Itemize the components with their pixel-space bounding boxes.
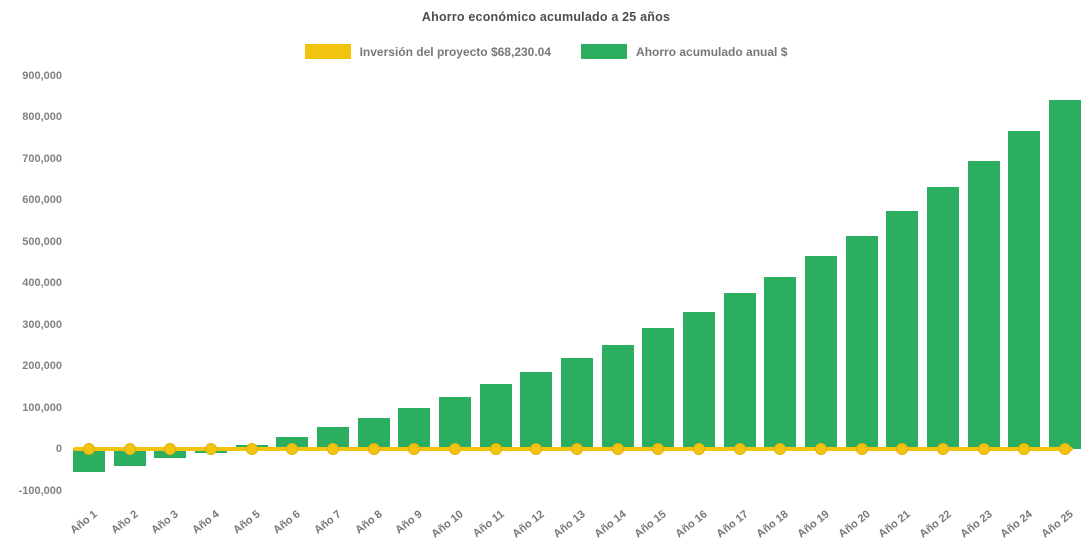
investment-point-ano-13[interactable] <box>571 443 584 455</box>
bar-ano-14[interactable] <box>601 344 634 449</box>
y-axis-tick-label: 300,000 <box>22 318 62 331</box>
chart-legend: Inversión del proyecto $68,230.04 Ahorro… <box>0 44 1092 59</box>
bar-ano-18[interactable] <box>764 276 797 449</box>
y-axis-tick-label: 800,000 <box>22 111 62 123</box>
y-axis-tick-label: 400,000 <box>22 277 62 289</box>
chart-title: Ahorro económico acumulado a 25 años <box>421 10 671 24</box>
legend-label-investment: Inversión del proyecto $68,230.04 <box>359 44 552 59</box>
x-axis-tick-label: Año 8 <box>352 508 385 537</box>
investment-point-ano-5[interactable] <box>245 443 258 455</box>
bar-ano-6[interactable] <box>276 436 309 449</box>
bar-ano-22[interactable] <box>927 186 960 449</box>
investment-point-ano-18[interactable] <box>774 443 787 455</box>
x-axis-tick-label: Año 14 <box>592 508 629 541</box>
bar-ano-2[interactable] <box>113 449 146 466</box>
bar-ano-23[interactable] <box>967 160 1000 449</box>
investment-point-ano-14[interactable] <box>611 443 624 455</box>
x-axis-tick-label: Año 25 <box>1039 508 1076 541</box>
y-axis-tick-label: 200,000 <box>22 360 62 372</box>
savings-color-swatch <box>581 44 628 59</box>
x-axis-tick-label: Año 12 <box>510 508 548 541</box>
x-axis-tick-label: Año 23 <box>958 508 995 541</box>
bar-ano-7[interactable] <box>317 427 350 449</box>
bar-ano-11[interactable] <box>479 383 512 449</box>
x-axis-tick-label: Año 5 <box>230 508 263 537</box>
x-axis-tick-label: Año 1 <box>68 508 100 537</box>
investment-point-ano-7[interactable] <box>327 443 340 455</box>
bar-ano-10[interactable] <box>439 397 472 449</box>
investment-point-ano-21[interactable] <box>896 443 909 455</box>
investment-point-ano-16[interactable] <box>693 443 706 455</box>
y-axis-tick-label: 100,000 <box>22 401 62 414</box>
y-axis-tick-label: 700,000 <box>22 152 62 165</box>
investment-point-ano-1[interactable] <box>83 443 95 455</box>
x-axis-tick-label: Año 24 <box>998 508 1036 541</box>
investment-point-ano-4[interactable] <box>205 443 217 455</box>
x-axis-tick-label: Año 7 <box>312 508 344 537</box>
investment-point-ano-11[interactable] <box>489 443 502 455</box>
x-axis-tick-label: Año 22 <box>917 508 954 541</box>
bar-ano-21[interactable] <box>886 211 919 449</box>
investment-point-ano-9[interactable] <box>408 443 421 455</box>
bar-ano-12[interactable] <box>520 371 553 449</box>
bar-ano-16[interactable] <box>683 312 716 449</box>
bar-ano-15[interactable] <box>642 328 675 449</box>
y-axis-tick-label: 600,000 <box>22 194 62 206</box>
x-axis-tick-label: Año 11 <box>470 508 507 540</box>
x-axis-tick-label: Año 19 <box>795 508 832 541</box>
x-axis-tick-label: Año 6 <box>271 508 304 537</box>
bar-ano-17[interactable] <box>723 292 756 449</box>
x-axis-tick-label: Año 16 <box>673 508 710 541</box>
bar-ano-19[interactable] <box>805 256 838 449</box>
investment-point-ano-6[interactable] <box>286 443 299 455</box>
x-axis-tick-label: Año 3 <box>149 508 182 537</box>
bar-ano-24[interactable] <box>1008 131 1041 449</box>
bar-ano-1[interactable] <box>73 449 105 472</box>
x-axis-tick-label: Año 18 <box>754 508 792 541</box>
x-axis-tick-label: Año 9 <box>393 508 426 537</box>
investment-point-ano-8[interactable] <box>367 443 380 455</box>
y-axis-tick-label: 900,000 <box>22 69 62 82</box>
x-axis-tick-label: Año 13 <box>551 508 588 541</box>
investment-point-ano-24[interactable] <box>1018 443 1031 455</box>
investment-point-ano-10[interactable] <box>449 443 462 455</box>
legend-item-investment[interactable]: Inversión del proyecto $68,230.04 <box>304 44 552 59</box>
legend-item-savings[interactable]: Ahorro acumulado anual $ <box>581 44 787 59</box>
legend-label-savings: Ahorro acumulado anual $ <box>636 44 788 59</box>
x-axis-tick-label: Año 20 <box>836 508 873 541</box>
x-axis-tick-label: Año 17 <box>714 508 751 541</box>
bar-ano-20[interactable] <box>845 236 878 449</box>
investment-color-swatch <box>304 44 351 59</box>
bar-ano-9[interactable] <box>398 407 431 449</box>
investment-point-ano-19[interactable] <box>815 443 828 455</box>
y-axis-tick-label: 0 <box>55 443 62 455</box>
x-axis-tick-label: Año 15 <box>632 508 670 541</box>
y-axis-tick-label: -100,000 <box>18 484 62 497</box>
x-axis-tick-label: Año 10 <box>429 508 466 541</box>
x-axis-tick-label: Año 21 <box>876 508 914 541</box>
investment-point-ano-17[interactable] <box>733 443 746 455</box>
investment-point-ano-22[interactable] <box>937 443 950 455</box>
investment-point-ano-15[interactable] <box>652 443 665 455</box>
investment-point-ano-3[interactable] <box>164 443 177 455</box>
investment-point-ano-20[interactable] <box>855 443 868 455</box>
bar-ano-25[interactable] <box>1049 100 1082 449</box>
investment-point-ano-2[interactable] <box>123 443 136 455</box>
x-axis-tick-label: Año 2 <box>108 508 141 537</box>
bar-ano-13[interactable] <box>561 358 594 449</box>
investment-point-ano-23[interactable] <box>977 443 990 455</box>
y-axis-tick-label: 500,000 <box>22 235 62 248</box>
investment-point-ano-25[interactable] <box>1059 443 1072 455</box>
investment-point-ano-12[interactable] <box>530 443 543 455</box>
x-axis-tick-label: Año 4 <box>190 508 222 537</box>
